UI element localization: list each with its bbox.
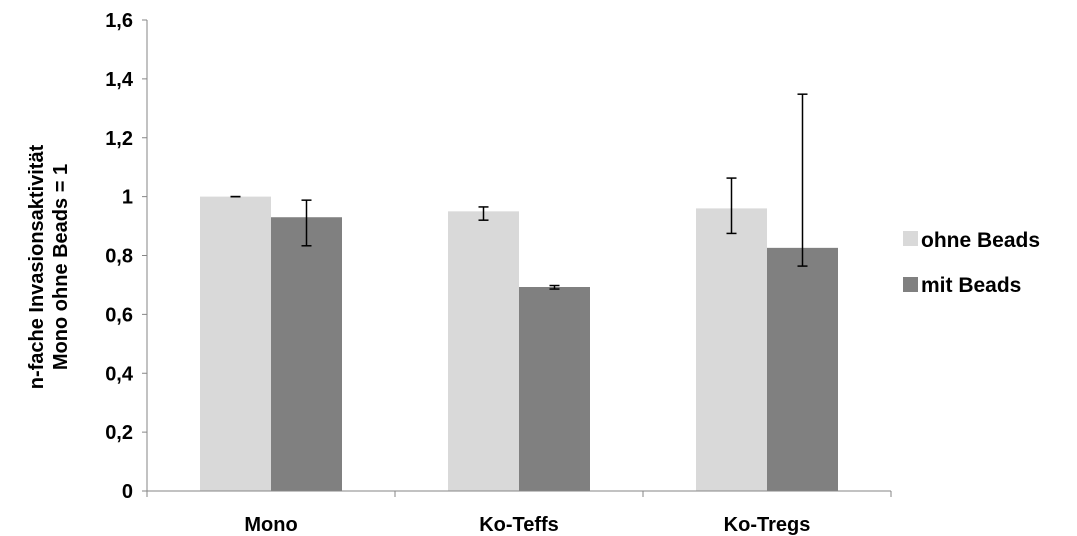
x-tick-label-mono: Mono — [244, 514, 297, 536]
legend-label-ohne-beads: ohne Beads — [921, 229, 1040, 252]
y-tick-label-0-6: 0,6 — [105, 304, 133, 326]
y-tick-label-1: 1 — [122, 187, 133, 209]
y-tick-label-1-2: 1,2 — [105, 128, 133, 150]
error-bar-mit-beads-mono — [301, 199, 312, 247]
bar-ohne-beads-ko-teffs — [448, 211, 519, 491]
bar-ohne-beads-mono — [200, 196, 271, 491]
legend-swatch-mit-beads — [903, 277, 918, 292]
error-bar-mit-beads-ko-tregs — [797, 93, 808, 267]
y-tick-label-0-4: 0,4 — [105, 363, 134, 385]
y-tick-label-0: 0 — [122, 481, 133, 503]
bar-mit-beads-ko-teffs — [519, 286, 590, 491]
y-tick-label-1-4: 1,4 — [105, 69, 134, 91]
bar-mit-beads-ko-tregs — [767, 247, 838, 491]
error-bar-ohne-beads-ko-tregs — [726, 177, 737, 235]
bar-mit-beads-mono — [271, 217, 342, 491]
y-tick-label-1-6: 1,6 — [105, 10, 133, 32]
y-axis-title: n-fache Invasionsaktivität Mono ohne Bea… — [26, 144, 72, 389]
error-bar-mit-beads-ko-teffs — [549, 284, 560, 290]
plot-area: 0 0,2 0,4 0,6 0,8 1 1,2 1,4 1,6 Mono Ko-Teffs Ko-Tr… — [105, 10, 892, 536]
y-tick-label-0-8: 0,8 — [105, 246, 133, 268]
legend-swatch-ohne-beads — [903, 231, 918, 246]
legend: ohne Beads mit Beads — [903, 229, 1040, 297]
x-tick-label-ko-teffs: Ko-Teffs — [479, 514, 559, 536]
y-tick-label-0-2: 0,2 — [105, 422, 133, 444]
error-bar-ohne-beads-ko-teffs — [478, 206, 489, 221]
bar-ohne-beads-ko-tregs — [696, 208, 767, 491]
legend-label-mit-beads: mit Beads — [921, 274, 1021, 297]
y-axis-title-line-2: Mono ohne Beads = 1 — [50, 164, 72, 370]
y-axis-title-line-1: n-fache Invasionsaktivität — [26, 144, 48, 389]
x-tick-label-ko-tregs: Ko-Tregs — [724, 514, 811, 536]
